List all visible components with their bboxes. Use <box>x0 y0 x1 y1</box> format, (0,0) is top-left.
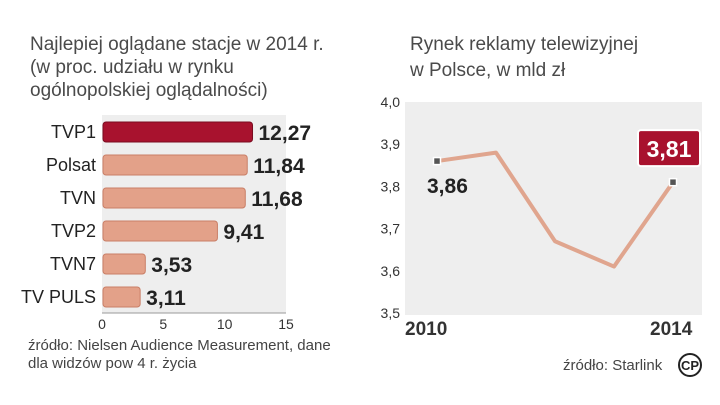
bar-value-label: 3,11 <box>146 287 186 310</box>
line-end-highlight-box <box>637 129 701 168</box>
line-end-value-label: 3,81 <box>647 136 692 162</box>
bar-x-tick-label: 5 <box>159 316 167 332</box>
bar-source-line-2: dla widzów pow 4 r. życia <box>28 355 197 372</box>
bar-x-ticks: 0 5 10 15 <box>98 316 294 332</box>
bar-polsat <box>102 154 248 176</box>
line-series: 3,86 3,81 <box>427 129 701 269</box>
cp-logo-icon: CP <box>678 353 702 377</box>
bar-value-label: 11,68 <box>251 188 303 211</box>
bar-source-line-1: źródło: Nielsen Audience Measurement, da… <box>28 337 331 354</box>
bar-category-label: TV PULS <box>21 287 96 307</box>
bar-marks: TVP1 12,27 Polsat 11,84 TVN 11,68 TVP2 9,41 TVN7… <box>21 121 312 310</box>
line-y-ticks: 3,5 3,6 3,7 3,8 3,9 4,0 <box>381 94 401 321</box>
bar-chart-title-line-2: (w proc. udziału w rynku <box>30 57 234 78</box>
line-y-tick-label: 3,5 <box>381 305 401 321</box>
line-chart-title-line-1: Rynek reklamy telewizyjnej <box>410 34 638 55</box>
bar-x-tick-label: 0 <box>98 316 106 332</box>
bar-category-label: TVP1 <box>51 122 96 142</box>
bar-chart-title-line-3: ogólnopolskiej oglądalności) <box>30 80 268 101</box>
bar-value-label: 11,84 <box>253 155 305 178</box>
line-endpoint-marker <box>432 156 442 166</box>
bar-value-label: 3,53 <box>151 254 192 277</box>
line-path <box>435 150 675 269</box>
bar-category-label: TVN <box>60 188 96 208</box>
bar-x-tick-label: 15 <box>278 316 294 332</box>
bar-tvn7 <box>102 253 146 275</box>
x-tick-label-last: 2014 <box>650 319 693 340</box>
line-y-tick-label: 3,6 <box>381 263 401 279</box>
line-source: źródło: Starlink <box>563 357 663 374</box>
bar-chart-title-line-1: Najlepiej oglądane stacje w 2014 r. <box>30 34 324 55</box>
x-tick-label-first: 2010 <box>405 319 447 340</box>
bar-plot-background <box>102 115 286 313</box>
bar-category-label: TVN7 <box>50 254 96 274</box>
line-y-tick-label: 4,0 <box>381 94 401 110</box>
bar-tvp1 <box>102 121 254 143</box>
bar-x-tick-label: 10 <box>217 316 233 332</box>
line-y-tick-label: 3,9 <box>381 136 401 152</box>
logo-text: CP <box>681 358 699 373</box>
line-start-value-label: 3,86 <box>427 175 468 198</box>
stations-bar-chart: Najlepiej oglądane stacje w 2014 r. (w p… <box>21 34 331 372</box>
line-endpoint-marker <box>668 177 678 187</box>
bar-tvp2 <box>102 220 218 242</box>
bar-category-label: TVP2 <box>51 221 96 241</box>
bar-value-label: 9,41 <box>223 221 264 244</box>
bar-tv-puls <box>102 286 141 308</box>
line-chart-title-line-2: w Polsce, w mld zł <box>409 60 566 81</box>
bar-category-label: Polsat <box>46 155 96 175</box>
bar-tvn <box>102 187 246 209</box>
tv-ad-market-line-chart: Rynek reklamy telewizyjnej w Polsce, w m… <box>381 34 702 377</box>
line-y-tick-label: 3,7 <box>381 221 401 237</box>
line-y-tick-label: 3,8 <box>381 178 401 194</box>
bar-value-label: 12,27 <box>259 122 312 145</box>
